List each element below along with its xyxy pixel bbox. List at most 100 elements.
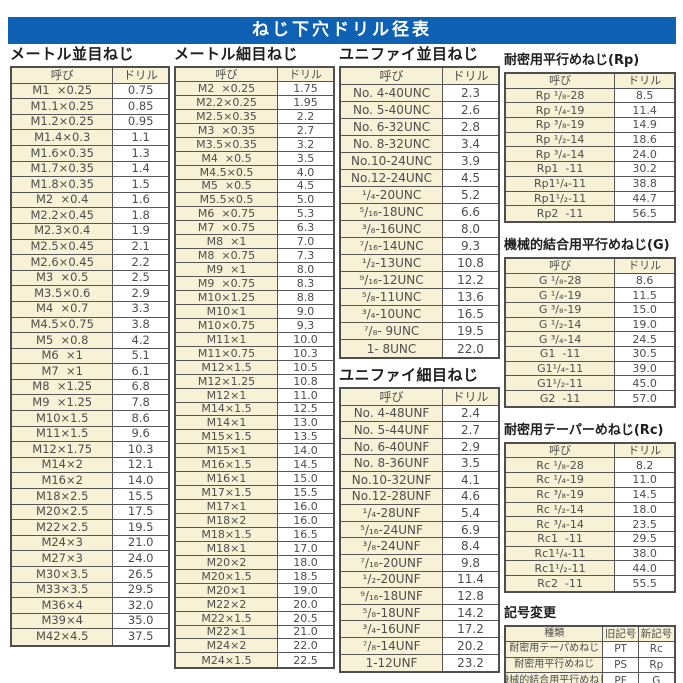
table-cell: 3.5: [460, 456, 481, 471]
table-cell: Rp1¹/₄-11: [506, 176, 616, 191]
section-title-rc: 耐密用テーパーめねじ(Rc): [504, 422, 664, 438]
table-cell: 2.2: [131, 255, 150, 269]
table-row: M15×1.5 13.5: [176, 430, 333, 445]
table-cell: 1.3: [131, 145, 150, 160]
table-cell: M2.6×0.45: [12, 255, 114, 270]
table-cell: No. 5-40UNC: [341, 102, 444, 118]
table-cell: 29.5: [632, 532, 657, 546]
table-row: M18×2 16.0: [176, 514, 333, 528]
table-row: M8 ×1.25 6.8: [12, 379, 168, 396]
table-cell: 44.7: [632, 191, 657, 205]
table-row: M3.5×0.6 2.9: [12, 286, 168, 302]
table-cell: G1¹/₂-11: [506, 376, 616, 391]
table-cell: No. 8-36UNF: [341, 455, 444, 471]
table-cell: 9.6: [131, 426, 150, 441]
table-cell: 21.0: [293, 625, 318, 639]
table-row: M2.2×0.25 1.95: [176, 95, 333, 110]
table-cell: ⁷/₁₆-20UNF: [341, 554, 444, 571]
table-row: M1.1×0.25 0.85: [12, 99, 168, 115]
table-cell: 22.5: [293, 653, 318, 667]
table-row: M18×1.5 16.5: [176, 527, 333, 542]
table-cell: 16.5: [293, 527, 318, 541]
table-header-row: 呼び ドリル: [341, 389, 498, 406]
table-row: M3 ×0.5 2.5: [12, 270, 168, 287]
table-row: ⁵/₁₆-24UNF 6.9: [341, 521, 498, 539]
table-cell: Rc ³/₈-19: [506, 487, 616, 502]
table-cell: M12×1: [176, 388, 279, 402]
table-header-row: 呼び ドリル: [176, 68, 333, 82]
section-title-g: 機械的結合用平行めねじ(G): [504, 237, 670, 253]
table-cell: M2.5×0.45: [12, 239, 114, 255]
table-row: Rp ¹/₄-19 11.4: [506, 103, 674, 119]
table-cell: 0.75: [127, 83, 154, 98]
pipe-thread-column: 耐密用平行めねじ(Rp) 呼び ドリル Rp ¹/₈-28 8.5 Rp ¹/₄-19 1…: [504, 44, 676, 683]
table-cell: No.10-24UNC: [341, 153, 444, 169]
table-cell: Rc1¹/₂-11: [506, 561, 616, 575]
table-cell: ⁵/₈-18UNF: [341, 604, 444, 621]
table-cell: 3.4: [460, 137, 481, 151]
table-cell: 17.0: [293, 541, 318, 555]
table-cell: Rp ¹/₂-14: [506, 132, 616, 147]
table-cell: 14.2: [457, 605, 484, 620]
table-cell: 1.9: [131, 223, 150, 238]
column-header: 呼び: [341, 389, 444, 405]
table-cell: ³/₄-16UNF: [341, 621, 444, 637]
table-cell: Rc ¹/₈-28: [506, 458, 616, 473]
table-cell: M2.2×0.45: [12, 208, 114, 223]
table-cell: 2.7: [460, 422, 481, 437]
table-cell: M24×1.5: [176, 653, 279, 668]
table-cell: No.12-24UNC: [341, 170, 444, 186]
table-row: M24×2 22.0: [176, 639, 333, 654]
table-row: 機械的結合用平行めねじPF G: [506, 673, 674, 683]
table-row: ⁵/₈-11UNC 13.6: [341, 289, 498, 306]
table-row: Rp1 -11 30.2: [506, 162, 674, 177]
table-cell: 9.8: [460, 555, 481, 570]
table-cell: 21.0: [127, 535, 154, 550]
table-cell: M8 ×1.25: [12, 379, 114, 395]
table-cell: 23.5: [632, 517, 657, 531]
table-cell: 23.2: [457, 655, 484, 670]
table-cell: 耐密用平行めねじ: [506, 657, 604, 673]
table-cell: 6.3: [296, 221, 315, 235]
metric-coarse-column: メートル並目ねじ 呼び ドリル M1 ×0.25 0.75 M1.1×0.25 0.85 M…: [10, 44, 170, 647]
table-row: G ³/₈-19 15.0: [506, 302, 674, 318]
column-header: 呼び: [176, 68, 279, 81]
table-row: Rc ³/₄-14 23.5: [506, 517, 674, 532]
table-row: M2.5×0.45 2.1: [12, 239, 168, 256]
table-row: M4.5×0.5 4.0: [176, 165, 333, 180]
unified-fine-table: 呼び ドリル No. 4-48UNF 2.4 No. 5-44UNF 2.7 No. 6-4…: [339, 387, 500, 674]
rp-table: 呼び ドリル Rp ¹/₈-28 8.5 Rp ¹/₄-19 11.4 Rp ³/₈-19 1…: [504, 72, 676, 223]
table-cell: 24.5: [632, 332, 657, 346]
table-cell: 12.1: [127, 457, 154, 472]
table-cell: 2.6: [460, 103, 481, 117]
table-cell: G ¹/₈-28: [506, 273, 616, 288]
table-row: ⁹/₁₆-12UNC 12.2: [341, 272, 498, 289]
table-row: Rc2 -11 55.5: [506, 575, 674, 591]
table-cell: ¹/₂-13UNC: [341, 255, 444, 271]
table-row: M24×3 21.0: [12, 535, 168, 552]
table-cell: M3.5×0.35: [176, 137, 279, 151]
table-cell: No. 4-40UNC: [341, 85, 444, 101]
table-cell: 19.5: [457, 324, 484, 338]
table-cell: M1.2×0.25: [12, 114, 114, 130]
table-cell: G: [652, 674, 661, 683]
table-cell: M6 ×0.75: [176, 207, 279, 221]
table-cell: No. 8-32UNC: [341, 136, 444, 152]
table-cell: M3.5×0.6: [12, 286, 114, 301]
table-cell: 1.8: [131, 208, 150, 222]
table-cell: 11.4: [632, 103, 657, 117]
table-row: No.10-32UNF 4.1: [341, 471, 498, 489]
table-row: M1.4×0.3 1.1: [12, 130, 168, 146]
table-cell: ⁵/₁₆-24UNF: [341, 521, 444, 538]
table-cell: M27×3: [12, 551, 114, 566]
table-cell: M14×1: [176, 416, 279, 430]
table-cell: M17×1.5: [176, 486, 279, 500]
table-cell: G ¹/₂-14: [506, 317, 616, 332]
table-row: M6 ×1 5.1: [12, 348, 168, 365]
table-cell: ⁵/₁₆-18UNC: [341, 204, 444, 220]
column-header: ドリル: [615, 258, 674, 273]
table-cell: 37.5: [127, 629, 154, 644]
table-cell: 7.8: [131, 395, 150, 410]
table-cell: M9 ×0.75: [176, 277, 279, 290]
